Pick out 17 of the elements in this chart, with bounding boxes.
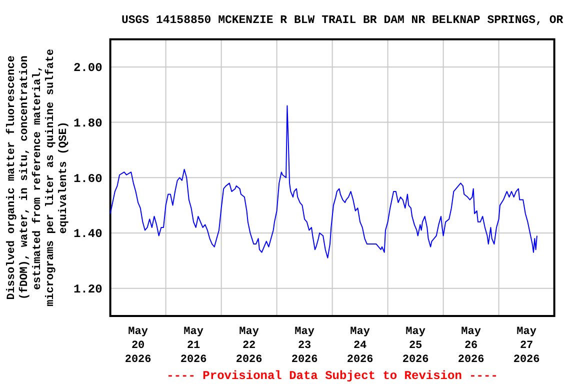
- x-tick-label: May 22 2026: [236, 326, 262, 366]
- x-tick-label: May 23 2026: [291, 326, 318, 366]
- y-tick-label: 1.40: [73, 227, 102, 242]
- chart-title: USGS 14158850 MCKENZIE R BLW TRAIL BR DAM NR BELKNAP SPRINGS, OR: [121, 14, 564, 27]
- y-tick-label: 2.00: [73, 61, 102, 76]
- text: ---- Provisional Data Subject to Revision ----: [166, 369, 498, 383]
- line-series: [110, 105, 538, 258]
- x-tick-label: May 24 2026: [346, 326, 374, 366]
- x-tick-label: May 27 2026: [513, 326, 540, 366]
- x-tick-label: May 25 2026: [402, 326, 429, 366]
- x-tick-label: May 21 2026: [180, 326, 207, 366]
- y-tick-label: 1.20: [73, 282, 102, 297]
- x-tick-label: May 20 2026: [124, 326, 152, 366]
- y-tick-label: 1.80: [73, 116, 102, 131]
- y-tick-label: 1.60: [73, 172, 102, 186]
- x-tick-label: May 26 2026: [458, 326, 484, 366]
- y-axis-title: Dissolved organic matter fluorescence (fDOM), water, in situ, concentration estimated from reference material, micrograms per liter as quinine sulfate equivalents (QSE): [5, 48, 70, 306]
